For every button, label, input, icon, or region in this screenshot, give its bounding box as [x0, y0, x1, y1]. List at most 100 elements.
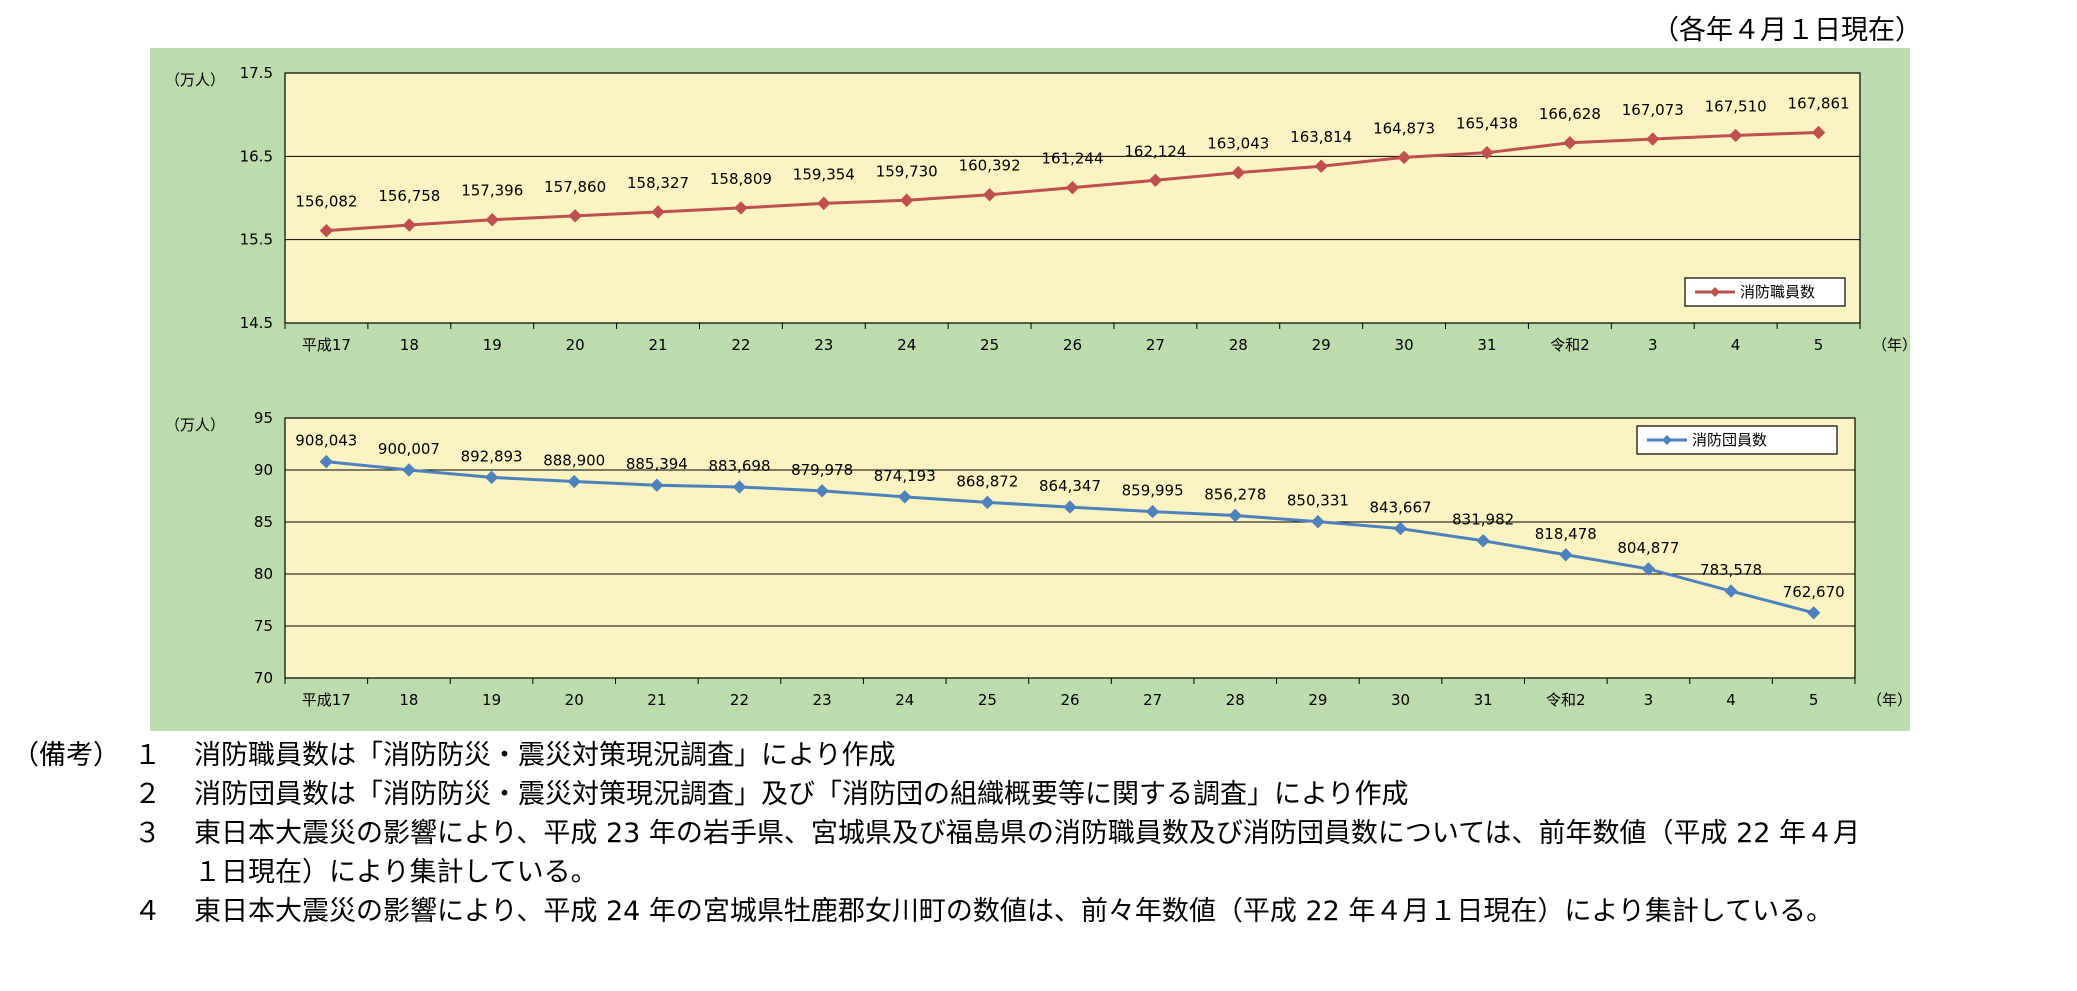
data-point — [1063, 500, 1077, 514]
x-tick-label: 27 — [1143, 691, 1162, 709]
data-point — [1559, 548, 1573, 562]
note-number: １ — [134, 740, 161, 771]
data-label: 161,244 — [1041, 150, 1103, 168]
data-label: 162,124 — [1124, 142, 1186, 160]
x-tick-label: 29 — [1312, 336, 1331, 354]
x-unit-label: （年） — [1872, 336, 1910, 354]
x-tick-label: 24 — [897, 336, 916, 354]
y-tick-label: 90 — [254, 461, 273, 479]
staff-count-chart: 14.5 15.5 16.5 17.5 （万人） 平成17 18 19 20 21 22 23 24 25… — [165, 64, 1910, 354]
data-label: 158,809 — [710, 170, 772, 188]
y-tick-label: 15.5 — [240, 231, 273, 249]
x-tick-label: 22 — [730, 691, 749, 709]
x-tick-label: 22 — [731, 336, 750, 354]
data-label: 900,007 — [378, 440, 440, 458]
legend-marker — [1662, 435, 1672, 445]
x-tick-label: 31 — [1474, 691, 1493, 709]
data-point — [1231, 165, 1245, 180]
data-point — [319, 223, 334, 238]
data-point — [900, 193, 914, 207]
x-tick-label: 4 — [1731, 336, 1741, 354]
data-label: 159,354 — [793, 165, 855, 183]
note-text: 東日本大震災の影響により、平成 23 年の岩手県、宮城県及び福島県の消防職員数及… — [194, 818, 1861, 849]
data-point — [651, 205, 665, 219]
data-label: 166,628 — [1539, 105, 1601, 123]
x-tick-label: 3 — [1644, 691, 1654, 709]
data-point — [1393, 521, 1408, 536]
legend-label: 消防職員数 — [1740, 283, 1815, 301]
data-point — [980, 495, 995, 510]
x-tick-label: 19 — [482, 691, 501, 709]
data-point — [1811, 125, 1826, 140]
data-label: 165,438 — [1456, 115, 1518, 133]
x-tick-label: 3 — [1648, 336, 1658, 354]
data-label: 856,278 — [1204, 485, 1266, 503]
x-tick-label: 5 — [1814, 336, 1824, 354]
data-point — [1728, 128, 1743, 143]
data-point — [650, 478, 664, 492]
x-tick-label: 26 — [1060, 691, 1079, 709]
x-tick-label: 29 — [1308, 691, 1327, 709]
date-note: （各年４月１日現在） — [1652, 15, 1922, 46]
x-tick-label: 25 — [980, 336, 999, 354]
notes: （備考） １ 消防職員数は「消防防災・震災対策現況調査」により作成 ２ 消防団員… — [12, 736, 1860, 931]
data-point — [815, 484, 829, 498]
y-tick-label: 70 — [254, 669, 273, 687]
x-tick-label: 24 — [895, 691, 914, 709]
plot-area — [284, 72, 1861, 324]
data-point — [734, 201, 748, 215]
data-point — [568, 209, 582, 223]
x-tick-label: 30 — [1391, 691, 1410, 709]
data-label: 908,043 — [295, 432, 357, 450]
note-row-1: （備考） １ 消防職員数は「消防防災・震災対策現況調査」により作成 — [12, 736, 1860, 775]
x-tick-label: 23 — [814, 336, 833, 354]
x-tick-label: 18 — [399, 691, 418, 709]
note-row-3: ３ 東日本大震災の影響により、平成 23 年の岩手県、宮城県及び福島県の消防職員… — [12, 814, 1860, 853]
data-label: 157,396 — [461, 182, 523, 200]
notes-heading: （備考） — [12, 740, 120, 771]
x-tick-label: 18 — [400, 336, 419, 354]
x-tick-label: 平成17 — [302, 336, 351, 354]
data-point — [1646, 132, 1660, 146]
note-row-2: ２ 消防団員数は「消防防災・震災対策現況調査」及び「消防団の組織概要等に関する調… — [12, 775, 1860, 814]
x-tick-label: 令和2 — [1550, 336, 1590, 354]
plot-area — [284, 417, 1856, 679]
data-label: 879,978 — [791, 461, 853, 479]
x-tick-label: 19 — [483, 336, 502, 354]
data-point — [1228, 508, 1242, 523]
data-label: 859,995 — [1122, 482, 1184, 500]
data-point — [1397, 150, 1411, 165]
data-label: 163,814 — [1290, 128, 1352, 146]
data-label: 762,670 — [1783, 583, 1845, 601]
data-label: 864,347 — [1039, 477, 1101, 495]
x-tick-label: 28 — [1229, 336, 1248, 354]
x-tick-label: 令和2 — [1546, 691, 1586, 709]
data-label: 874,193 — [874, 467, 936, 485]
data-label: 163,043 — [1207, 135, 1269, 153]
y-tick-label: 16.5 — [240, 147, 273, 165]
data-label: 159,730 — [876, 162, 938, 180]
x-tick-label: 5 — [1809, 691, 1819, 709]
x-tick-label: 21 — [647, 691, 666, 709]
x-tick-label: 平成17 — [302, 691, 351, 709]
data-point — [982, 188, 997, 202]
y-tick-label: 85 — [254, 513, 273, 531]
legend-label: 消防団員数 — [1692, 431, 1767, 449]
x-tick-label: 25 — [978, 691, 997, 709]
data-label: 783,578 — [1700, 561, 1762, 579]
x-tick-label: 28 — [1226, 691, 1245, 709]
y-tick-label: 75 — [254, 617, 273, 635]
data-point — [402, 218, 417, 232]
chart-panel: 14.5 15.5 16.5 17.5 （万人） 平成17 18 19 20 21 22 23 24 25… — [150, 48, 1910, 731]
data-label: 167,861 — [1788, 94, 1850, 112]
data-point — [402, 463, 416, 477]
x-tick-label: 31 — [1477, 336, 1496, 354]
y-tick-label: 14.5 — [240, 314, 273, 332]
data-point — [1480, 145, 1494, 160]
note-number: ４ — [134, 896, 161, 927]
x-tick-label: 20 — [565, 691, 584, 709]
data-label: 885,394 — [626, 455, 688, 473]
volunteer-count-chart: 70 75 80 85 90 95 （万人） 平成17 18 19 20 21 22 23 24 25 26 27… — [165, 409, 1910, 709]
note-row-4: ４ 東日本大震災の影響により、平成 24 年の宮城県牡鹿郡女川町の数値は、前々年… — [12, 892, 1860, 931]
x-tick-label: 20 — [566, 336, 585, 354]
